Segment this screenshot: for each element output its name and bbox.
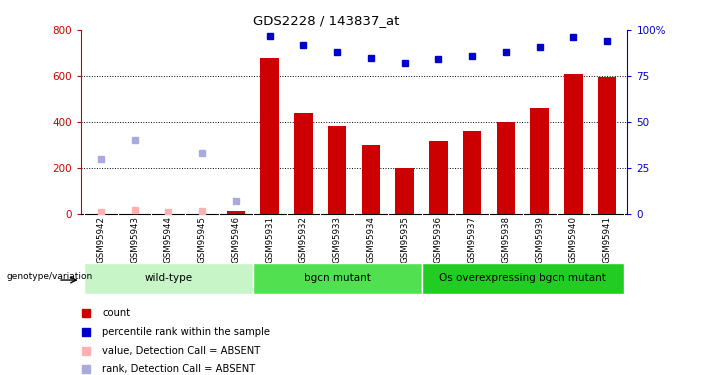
Bar [598,77,616,214]
Bar [260,57,279,214]
Text: GSM95933: GSM95933 [333,216,341,263]
Text: count: count [102,308,130,318]
Bar [531,108,549,214]
Bar [564,74,583,214]
Bar [429,141,448,214]
Text: GSM95946: GSM95946 [231,216,240,263]
Text: GSM95934: GSM95934 [367,216,375,263]
Bar [84,262,253,294]
Text: GSM95941: GSM95941 [603,216,612,263]
Bar [328,126,346,214]
Text: GSM95938: GSM95938 [501,216,510,263]
Text: GSM95935: GSM95935 [400,216,409,263]
Bar [463,131,482,214]
Bar [226,211,245,214]
Text: Os overexpressing bgcn mutant: Os overexpressing bgcn mutant [440,273,606,284]
Bar [253,262,421,294]
Bar [395,168,414,214]
Bar [294,112,313,214]
Text: GSM95932: GSM95932 [299,216,308,263]
Bar [496,122,515,214]
Text: value, Detection Call = ABSENT: value, Detection Call = ABSENT [102,346,261,355]
Text: percentile rank within the sample: percentile rank within the sample [102,327,271,337]
Text: GSM95944: GSM95944 [164,216,173,263]
Text: wild-type: wild-type [144,273,193,284]
Text: bgcn mutant: bgcn mutant [304,273,371,284]
Bar [421,262,624,294]
Text: rank, Detection Call = ABSENT: rank, Detection Call = ABSENT [102,364,256,374]
Text: genotype/variation: genotype/variation [6,272,93,281]
Text: GSM95945: GSM95945 [198,216,207,263]
Text: GSM95942: GSM95942 [96,216,105,263]
Text: GSM95943: GSM95943 [130,216,139,263]
Text: GSM95936: GSM95936 [434,216,443,263]
Text: GSM95937: GSM95937 [468,216,477,263]
Text: GSM95940: GSM95940 [569,216,578,263]
Text: GSM95939: GSM95939 [535,216,544,263]
Bar [362,145,380,214]
Title: GDS2228 / 143837_at: GDS2228 / 143837_at [254,15,400,27]
Text: GSM95931: GSM95931 [265,216,274,263]
